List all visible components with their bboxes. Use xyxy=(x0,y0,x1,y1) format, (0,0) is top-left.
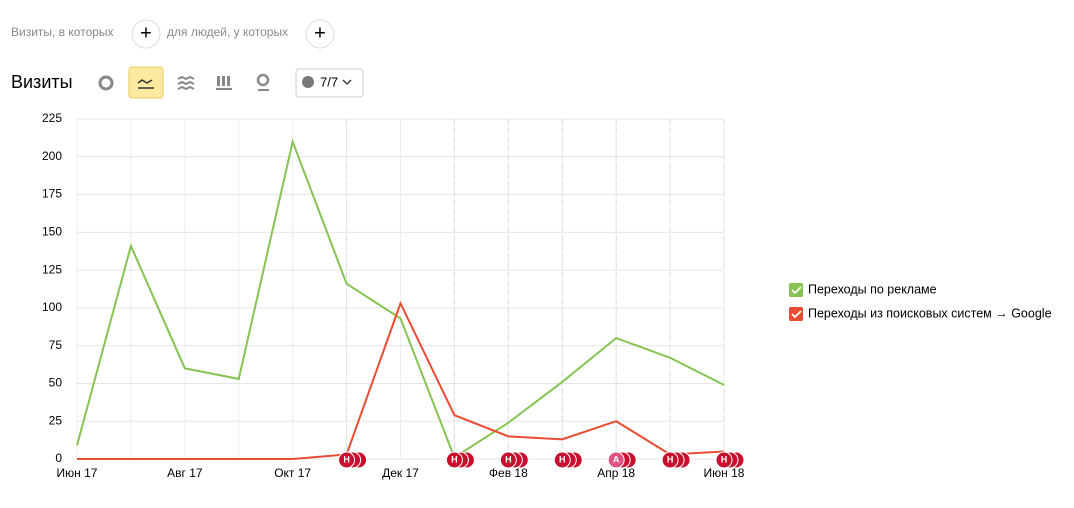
add-icon: + xyxy=(140,22,152,44)
y-tick-label: 125 xyxy=(42,262,62,276)
marker-label: Н xyxy=(343,454,350,464)
chart-type-bar[interactable] xyxy=(216,76,232,90)
annotation-marker[interactable]: Н xyxy=(445,451,475,469)
series-line xyxy=(76,138,725,459)
legend-checkbox xyxy=(789,283,803,297)
x-tick-label: Июн 18 xyxy=(704,466,745,480)
y-tick-label: 50 xyxy=(49,376,63,390)
y-tick-label: 200 xyxy=(42,149,62,163)
marker-label: Н xyxy=(505,454,512,464)
add-icon: + xyxy=(314,22,326,44)
y-tick-label: 25 xyxy=(49,413,63,427)
x-tick-label: Апр 18 xyxy=(597,466,635,480)
y-tick-label: 225 xyxy=(42,111,62,125)
annotation-marker[interactable]: Н xyxy=(661,451,691,469)
x-tick-label: Фев 18 xyxy=(489,466,528,480)
section-title: Визиты xyxy=(11,72,73,92)
legend-checkbox xyxy=(789,307,803,321)
chart-type-area[interactable] xyxy=(177,75,195,91)
y-tick-label: 100 xyxy=(42,300,62,314)
chart-type-line[interactable] xyxy=(128,66,164,99)
add-button[interactable]: + xyxy=(131,19,161,49)
marker xyxy=(499,451,517,469)
legend-check xyxy=(791,286,802,295)
y-tick-label: 150 xyxy=(42,225,62,239)
annotation-marker[interactable]: А xyxy=(607,451,637,469)
marker xyxy=(445,451,463,469)
x-tick-label: Окт 17 xyxy=(274,466,311,480)
y-tick-label: 0 xyxy=(55,451,62,465)
legend-item[interactable]: Переходы по рекламе xyxy=(789,282,937,297)
series-line xyxy=(77,300,725,460)
marker-label: Н xyxy=(721,454,728,464)
filter-label: Визиты, в которых xyxy=(11,25,114,39)
legend-item[interactable]: Переходы из поисковых систем → Google xyxy=(789,306,1052,321)
marker-label: Н xyxy=(559,454,566,464)
filter-label: для людей, у которых xyxy=(167,25,288,39)
chart-type-pie[interactable] xyxy=(98,75,114,91)
annotation-marker[interactable]: Н xyxy=(553,451,583,469)
marker xyxy=(338,451,356,469)
y-tick-label: 75 xyxy=(49,338,63,352)
x-tick-label: Авг 17 xyxy=(167,466,203,480)
annotation-marker[interactable]: Н xyxy=(499,451,529,469)
add-button[interactable]: + xyxy=(305,19,335,49)
marker xyxy=(715,451,733,469)
legend-label: Переходы по рекламе xyxy=(808,282,937,296)
annotation-marker[interactable]: Н xyxy=(715,451,745,469)
legend-check xyxy=(791,310,802,319)
comments-dropdown[interactable]: 7/7 xyxy=(295,68,364,98)
legend-label: Переходы из поисковых систем → Google xyxy=(808,306,1052,320)
annotation-marker[interactable]: Н xyxy=(338,451,368,469)
chart-type-map[interactable] xyxy=(256,73,270,91)
y-tick-label: 175 xyxy=(42,187,62,201)
x-tick-label: Июн 17 xyxy=(57,466,98,480)
marker xyxy=(553,451,571,469)
marker-label: Н xyxy=(451,454,458,464)
marker xyxy=(661,451,679,469)
comments-count: 7/7 xyxy=(320,74,338,89)
marker-label: А xyxy=(613,454,620,464)
marker-label: Н xyxy=(667,454,674,464)
x-tick-label: Дек 17 xyxy=(382,466,419,480)
marker xyxy=(607,451,625,469)
